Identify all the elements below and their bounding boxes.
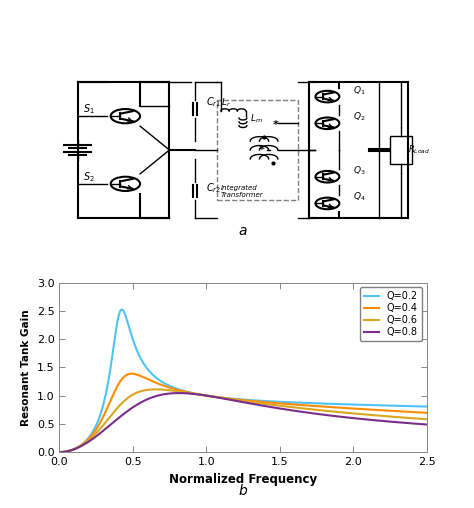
Q=0.4 [198, 392, 203, 398]
Q=0.8 [56, 449, 62, 455]
Q=0.2 [198, 392, 203, 398]
Q=0.2 [56, 449, 62, 455]
Q=0.6 [417, 416, 422, 422]
Line: Q=0.4: Q=0.4 [59, 374, 427, 452]
Q=0.8 [417, 421, 422, 427]
Q=0.4 [120, 375, 126, 381]
Q=0.2 [119, 306, 125, 312]
Text: $L_r$: $L_r$ [221, 97, 231, 109]
Text: $S_2$: $S_2$ [83, 170, 94, 184]
Bar [390, 136, 412, 164]
X-axis label: Normalized Frequency: Normalized Frequency [169, 472, 317, 486]
Q=0.4 [99, 418, 104, 424]
Q=0.2 [417, 403, 422, 409]
Text: $Q_3$: $Q_3$ [353, 164, 366, 177]
Text: *: * [259, 145, 265, 155]
Q=0.6 [424, 416, 429, 422]
Text: $L_m$: $L_m$ [250, 113, 263, 125]
Q=0.2 [213, 394, 219, 400]
Q=0.4 [417, 409, 422, 416]
Q=0.8 [176, 390, 182, 396]
Q=0.6 [153, 386, 158, 392]
Q=0.6 [120, 399, 126, 405]
Q=0.6 [56, 449, 62, 455]
Text: $Q_1$: $Q_1$ [353, 84, 366, 97]
Q=0.4 [213, 394, 219, 400]
Text: $Q_2$: $Q_2$ [353, 111, 365, 123]
Text: $C_{r2}$: $C_{r2}$ [206, 181, 221, 195]
Text: *: * [272, 120, 278, 130]
Q=0.2 [377, 402, 383, 408]
Line: Q=0.6: Q=0.6 [59, 389, 427, 452]
Q=0.4 [56, 449, 62, 455]
Q=0.4 [129, 371, 135, 377]
Q=0.8 [377, 418, 383, 424]
Q=0.2 [99, 409, 104, 415]
Q=0.4 [377, 407, 383, 413]
Q=0.8 [213, 394, 219, 400]
Q=0.2 [424, 403, 429, 409]
Text: $b$: $b$ [238, 483, 248, 497]
Q=0.8 [198, 392, 203, 398]
Q=0.8 [120, 411, 126, 418]
Text: $a$: $a$ [238, 225, 248, 238]
Q=0.2 [120, 307, 126, 313]
Text: $R_{Load}$: $R_{Load}$ [408, 144, 430, 156]
Bar [217, 100, 298, 200]
Q=0.6 [213, 394, 219, 400]
Q=0.6 [377, 412, 383, 419]
Line: Q=0.2: Q=0.2 [59, 309, 427, 452]
Q=0.4 [424, 410, 429, 416]
Text: $C_{r1}$: $C_{r1}$ [206, 96, 221, 109]
Y-axis label: Resonant Tank Gain: Resonant Tank Gain [21, 309, 31, 426]
Text: $S_1$: $S_1$ [83, 103, 94, 116]
Text: $Q_4$: $Q_4$ [353, 191, 366, 203]
Q=0.8 [99, 429, 104, 435]
Text: Integrated
Transformer: Integrated Transformer [221, 185, 264, 198]
Q=0.6 [198, 392, 203, 398]
Q=0.8 [424, 422, 429, 428]
Q=0.6 [99, 424, 104, 430]
Legend: Q=0.2, Q=0.4, Q=0.6, Q=0.8: Q=0.2, Q=0.4, Q=0.6, Q=0.8 [360, 288, 422, 341]
Line: Q=0.8: Q=0.8 [59, 393, 427, 452]
